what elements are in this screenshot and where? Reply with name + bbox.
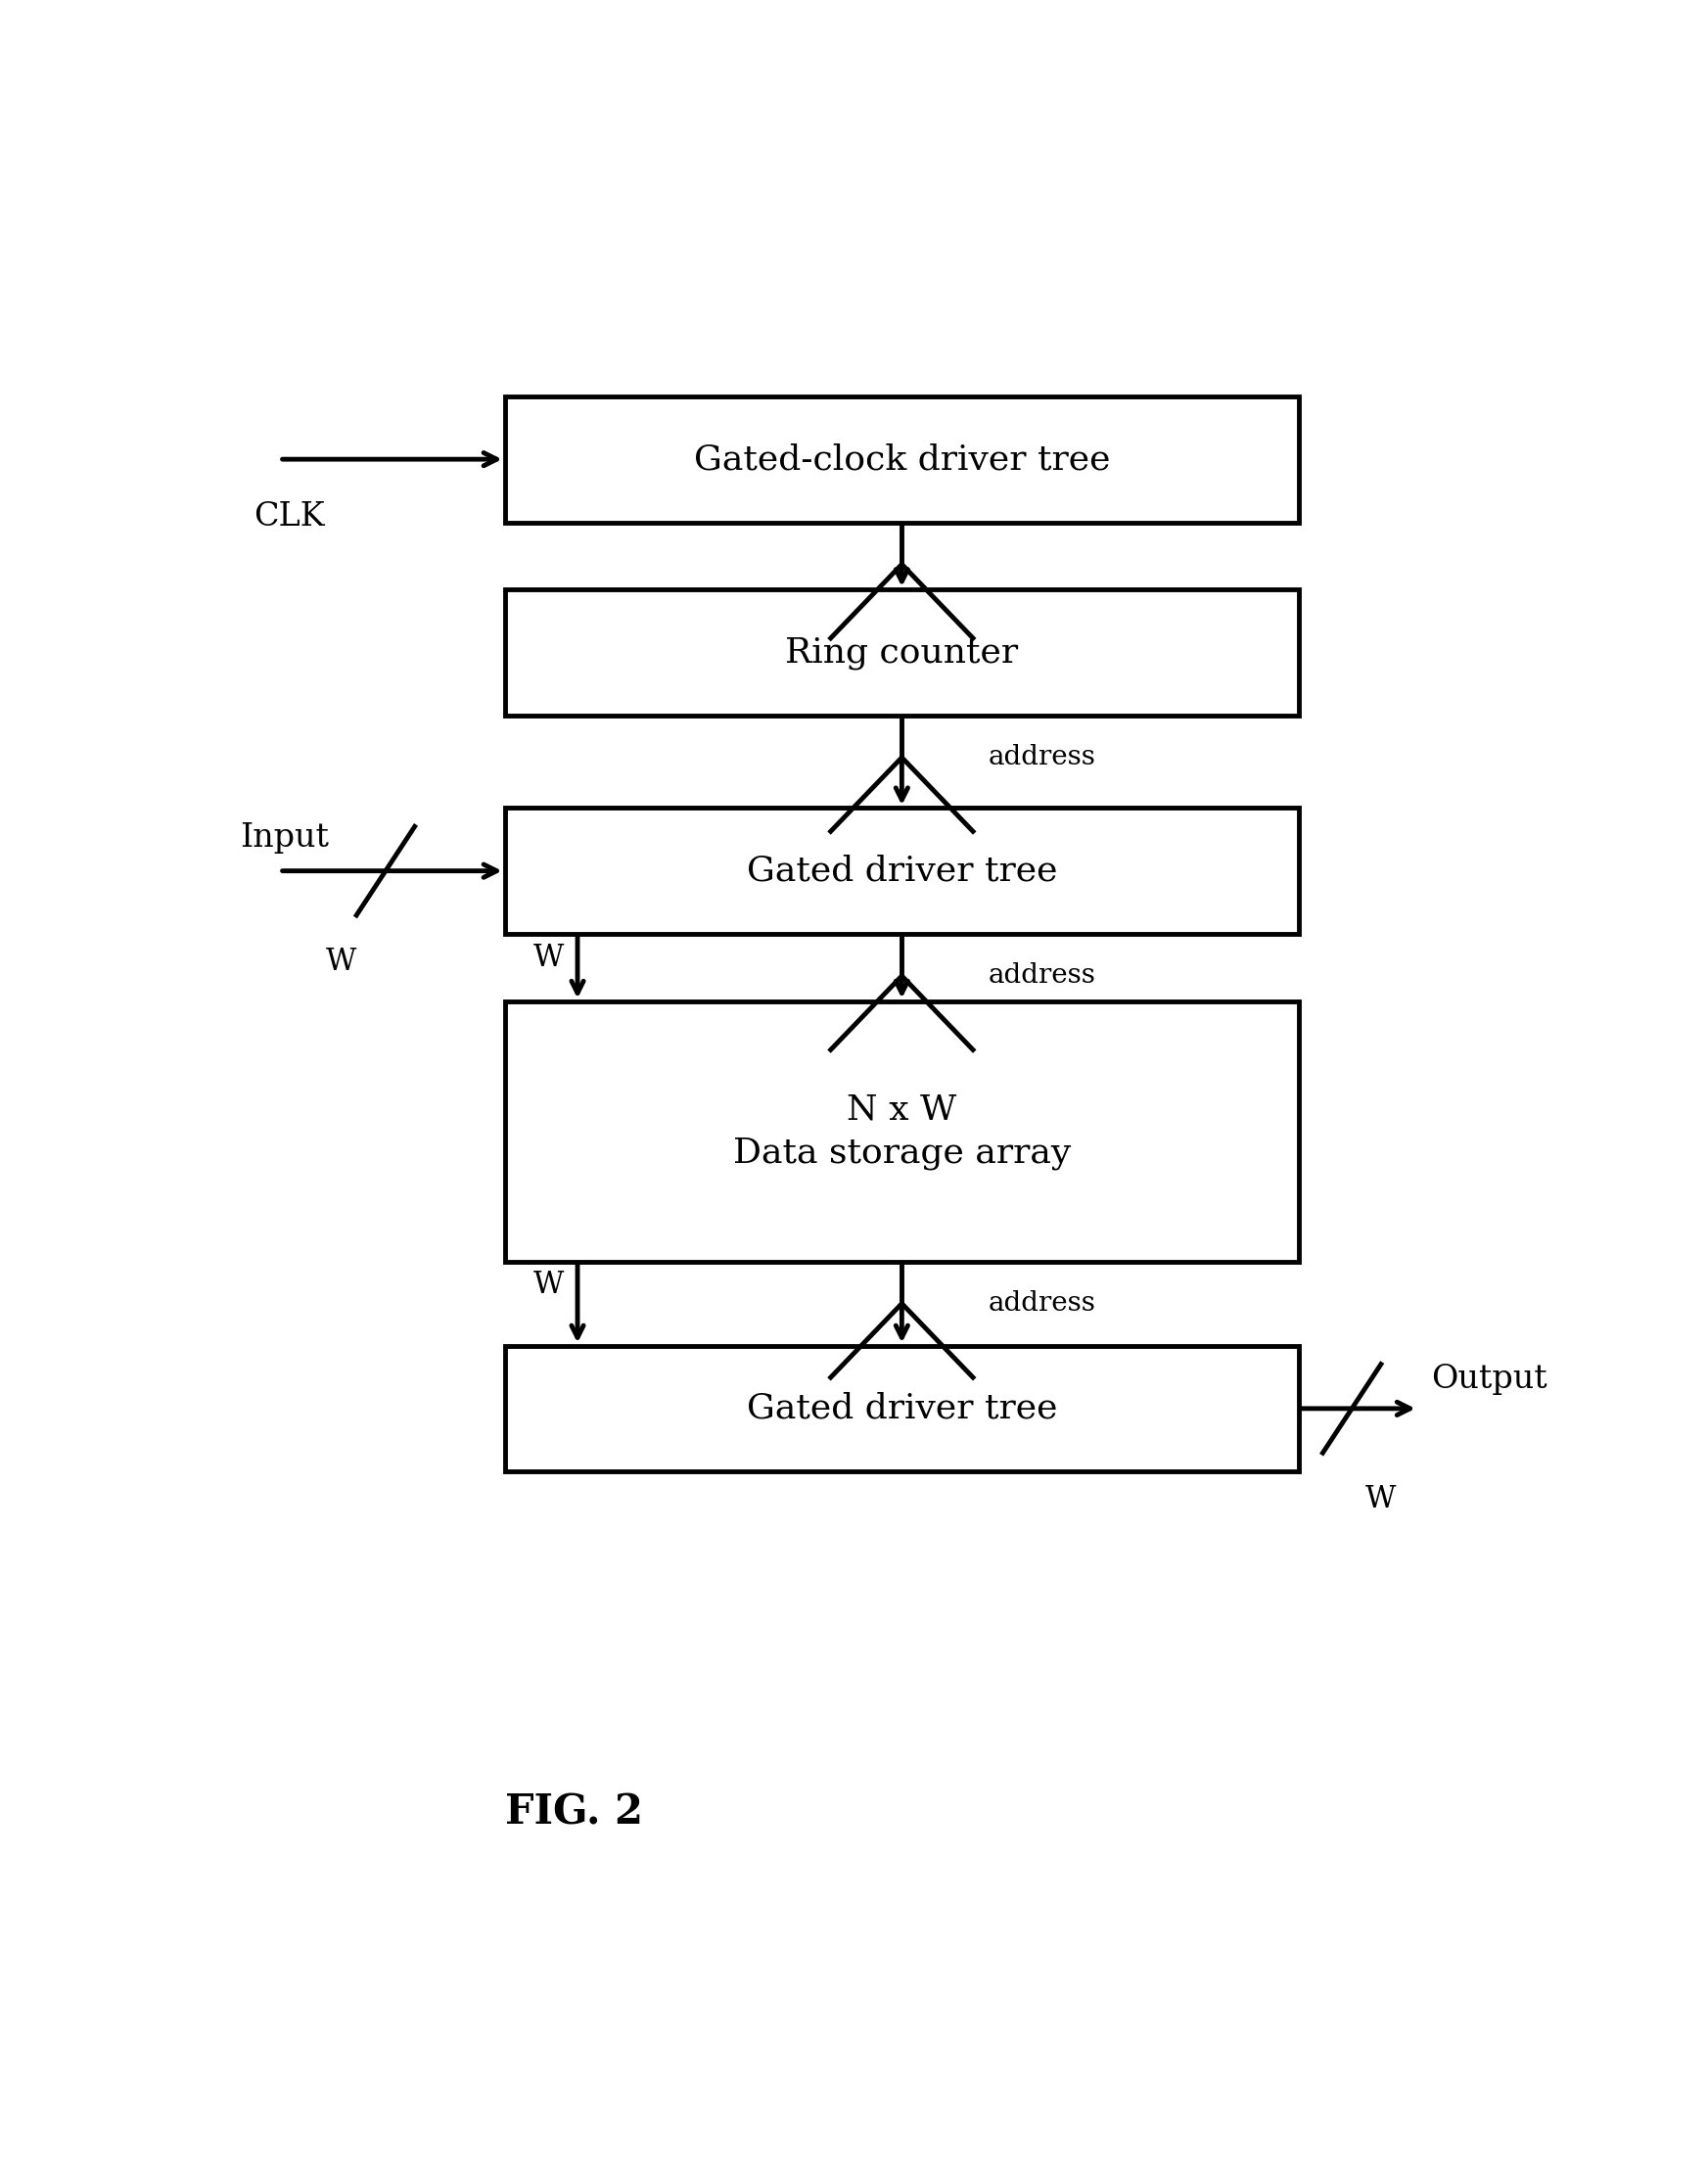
Text: W: W [533, 943, 564, 973]
Text: address: address [987, 962, 1095, 988]
Bar [506, 1346, 1298, 1471]
Text: W: W [533, 1270, 564, 1300]
Bar [506, 589, 1298, 716]
Text: N x W
Data storage array: N x W Data storage array [733, 1093, 1071, 1170]
Text: Gated driver tree: Gated driver tree [746, 853, 1057, 888]
Text: FIG. 2: FIG. 2 [506, 1791, 642, 1833]
Text: Ring counter: Ring counter [786, 635, 1018, 670]
Text: Gated-clock driver tree: Gated-clock driver tree [693, 443, 1110, 476]
Bar [506, 807, 1298, 934]
Text: W: W [1365, 1484, 1395, 1514]
Text: Output: Output [1431, 1364, 1547, 1394]
Bar [506, 1002, 1298, 1261]
Text: address: address [987, 1290, 1095, 1316]
Text: Input: Input [239, 823, 330, 853]
Text: CLK: CLK [253, 502, 325, 532]
Bar [506, 397, 1298, 521]
Text: W: W [326, 947, 357, 978]
Text: address: address [987, 744, 1095, 770]
Text: Gated driver tree: Gated driver tree [746, 1392, 1057, 1425]
